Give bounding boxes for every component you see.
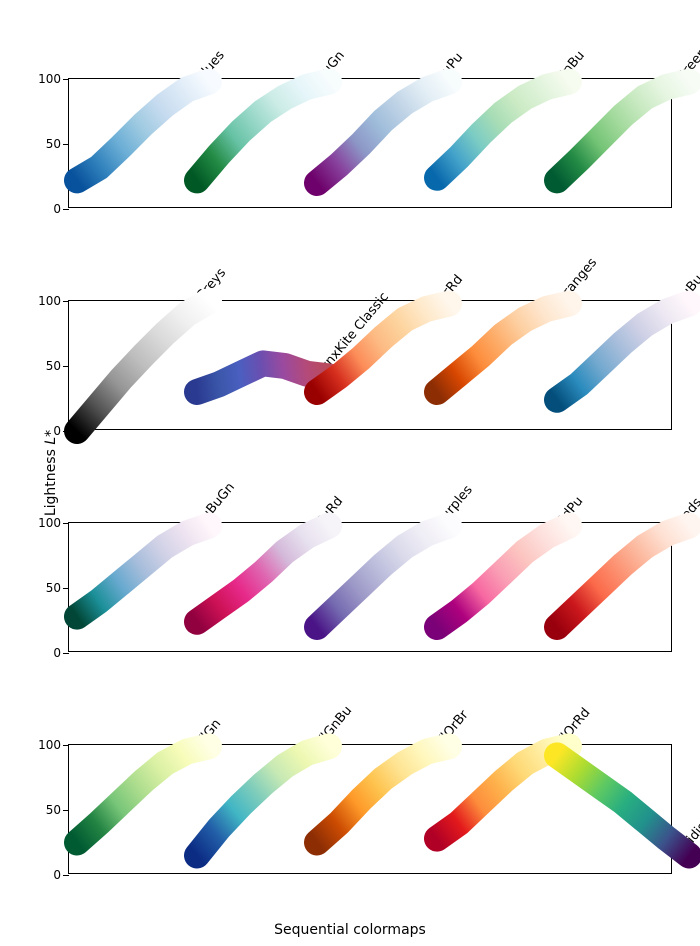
colormap-stroke-OrRd bbox=[317, 304, 449, 392]
colormap-stroke-Blues bbox=[77, 82, 209, 181]
colormap-stroke-YlGn bbox=[77, 746, 209, 842]
panel-2: 050100PuBuGnPuRdPurplesRdPuReds bbox=[68, 522, 672, 652]
panel-1: 050100GreysLynxKite ClassicOrRdOrangesPu… bbox=[68, 300, 672, 430]
x-axis-label: Sequential colormaps bbox=[274, 922, 426, 938]
ytick-label: 0 bbox=[31, 424, 61, 438]
colormap-stroke-Oranges bbox=[437, 304, 569, 392]
colormap-stroke-RdPu bbox=[437, 526, 569, 627]
colormap-stroke-PuBuGn bbox=[77, 526, 209, 617]
figure: Lightness L* Sequential colormaps 050100… bbox=[0, 0, 700, 946]
ytick bbox=[63, 209, 69, 210]
panel-svg bbox=[69, 79, 671, 207]
colormap-stroke-BuGn bbox=[197, 82, 329, 181]
colormap-stroke-Greys bbox=[77, 301, 209, 431]
ytick-label: 100 bbox=[31, 294, 61, 308]
panel-0: 050100BluesBuGnBuPuGnBuGreens bbox=[68, 78, 672, 208]
ytick-label: 50 bbox=[31, 359, 61, 373]
panel-svg bbox=[69, 523, 671, 651]
colormap-stroke-PuBu bbox=[557, 304, 689, 400]
panel-svg bbox=[69, 301, 671, 429]
ytick-label: 100 bbox=[31, 738, 61, 752]
colormap-stroke-PuRd bbox=[197, 526, 329, 622]
ytick bbox=[63, 875, 69, 876]
colormap-stroke-YlOrBr bbox=[317, 746, 449, 842]
colormap-stroke-Greens bbox=[557, 82, 689, 181]
colormap-stroke-Purples bbox=[317, 526, 449, 627]
ytick-label: 100 bbox=[31, 72, 61, 86]
ytick-label: 50 bbox=[31, 137, 61, 151]
panel-svg bbox=[69, 745, 671, 873]
y-axis-label: Lightness L* bbox=[43, 430, 59, 516]
colormap-stroke-Reds bbox=[557, 526, 689, 627]
ytick bbox=[63, 653, 69, 654]
ytick-label: 100 bbox=[31, 516, 61, 530]
ytick-label: 50 bbox=[31, 581, 61, 595]
colormap-stroke-viridis bbox=[557, 755, 689, 855]
ytick-label: 0 bbox=[31, 868, 61, 882]
ytick-label: 0 bbox=[31, 202, 61, 216]
ytick-label: 50 bbox=[31, 803, 61, 817]
colormap-stroke-GnBu bbox=[437, 82, 569, 178]
ytick-label: 0 bbox=[31, 646, 61, 660]
panel-3: 050100YlGnYlGnBuYlOrBrYlOrRdviridis bbox=[68, 744, 672, 874]
